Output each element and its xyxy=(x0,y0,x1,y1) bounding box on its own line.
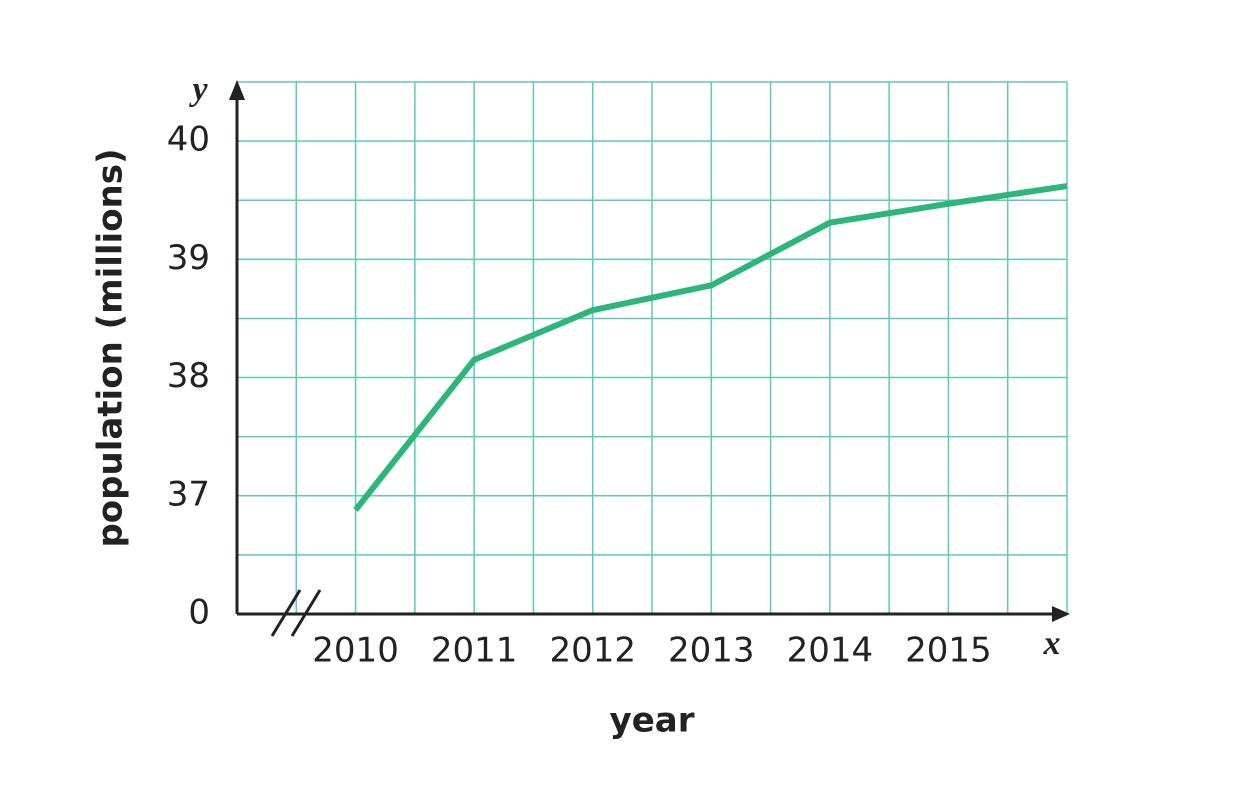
y-axis-arrow xyxy=(229,80,245,100)
x-tick-label: 2014 xyxy=(787,631,874,671)
axis-break xyxy=(290,589,322,637)
axis-break xyxy=(270,589,302,637)
x-axis-title: year xyxy=(610,701,695,741)
x-tick-label: 2011 xyxy=(431,631,518,671)
y-tick-label: 38 xyxy=(167,356,210,396)
x-tick-label: 2013 xyxy=(668,631,755,671)
y-tick-label: 39 xyxy=(167,238,210,278)
x-tick-label: 2010 xyxy=(312,631,399,671)
x-tick-label: 2015 xyxy=(905,631,992,671)
data-line xyxy=(353,183,1068,512)
origin-label: 0 xyxy=(188,593,210,633)
y-axis-title: population (millions) xyxy=(91,148,131,547)
x-axis-symbol: x xyxy=(1043,625,1061,662)
y-tick-label: 37 xyxy=(167,474,210,514)
y-axis-symbol: y xyxy=(188,71,208,108)
x-axis-arrow xyxy=(1052,606,1070,622)
x-tick-label: 2012 xyxy=(549,631,636,671)
grid xyxy=(237,81,1068,614)
y-tick-label: 40 xyxy=(167,120,210,160)
